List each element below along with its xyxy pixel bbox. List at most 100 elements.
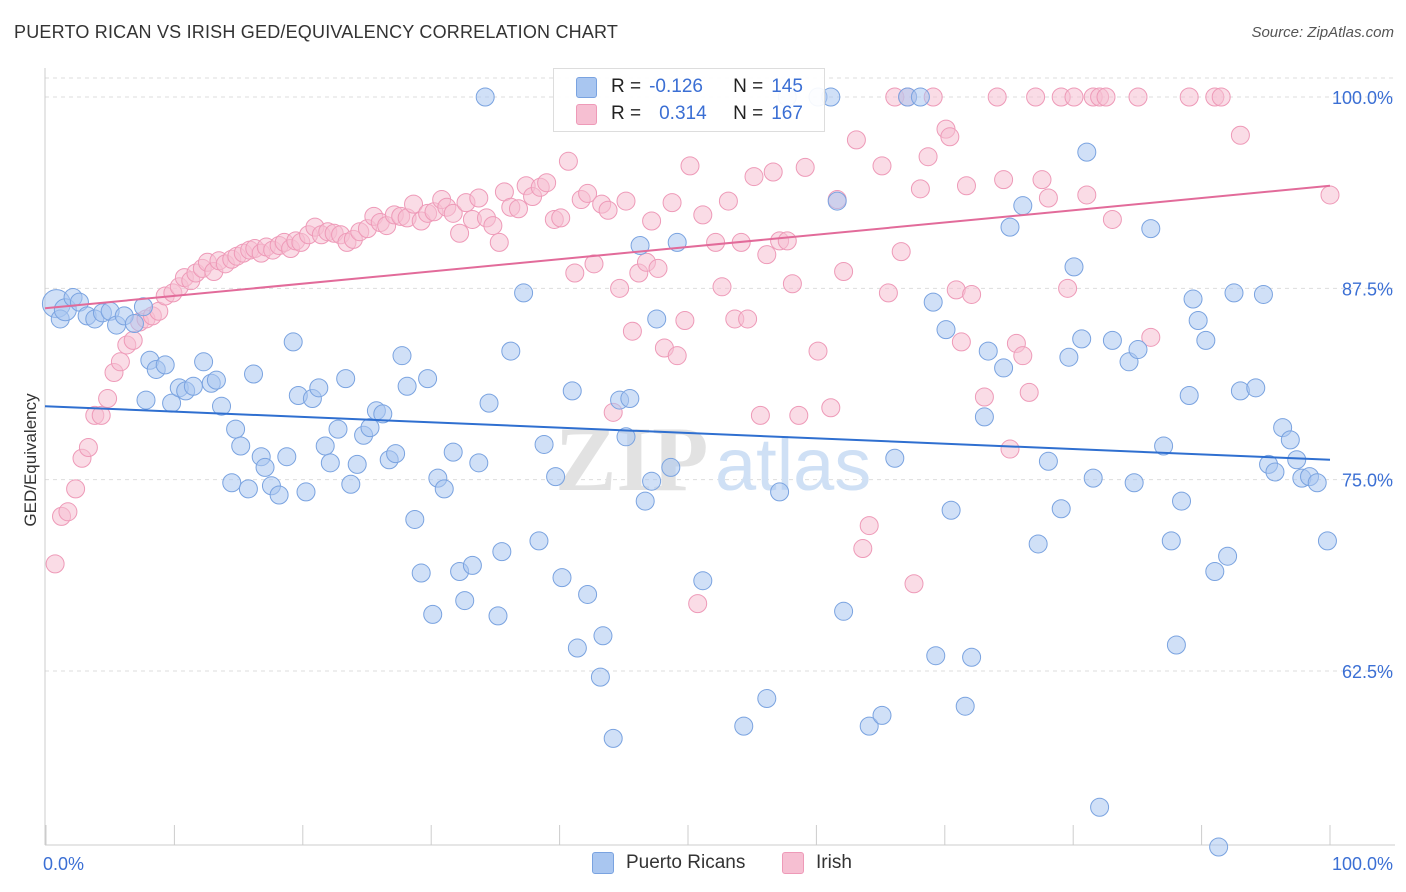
data-point — [1166, 635, 1186, 655]
data-point — [782, 274, 802, 294]
data-point — [411, 563, 431, 583]
data-point — [834, 261, 854, 281]
data-point — [1102, 330, 1122, 350]
data-point — [1230, 125, 1250, 145]
data-point — [712, 277, 732, 297]
data-point — [578, 584, 598, 604]
data-point — [222, 473, 242, 493]
data-point — [951, 332, 971, 352]
watermark: ZIP atlas — [555, 408, 871, 510]
data-point — [955, 696, 975, 716]
data-point — [1141, 327, 1161, 347]
data-point — [795, 157, 815, 177]
data-point — [1013, 346, 1033, 366]
data-point — [630, 235, 650, 255]
data-point — [91, 405, 111, 425]
data-point — [675, 310, 695, 330]
data-point — [777, 231, 797, 251]
y-tick-label: 75.0% — [1342, 471, 1393, 491]
data-point — [360, 418, 380, 438]
axis-labels: 62.5% 75.0% 87.5% 100.0% 0.0% 100.0% GED/Equiv… — [21, 88, 1393, 874]
data-point — [1253, 284, 1273, 304]
data-point — [341, 474, 361, 494]
legend-item-irish: Irish — [782, 852, 852, 874]
data-point — [1196, 330, 1216, 350]
series-puerto-ricans — [41, 87, 1337, 857]
data-point — [78, 438, 98, 458]
data-point — [648, 258, 668, 278]
data-point — [443, 203, 463, 223]
data-point — [1287, 450, 1307, 470]
data-point — [546, 467, 566, 487]
data-point — [770, 482, 790, 502]
data-point — [552, 568, 572, 588]
data-point — [514, 283, 534, 303]
data-point — [620, 389, 640, 409]
watermark-zip: ZIP — [555, 408, 708, 510]
data-point — [434, 479, 454, 499]
data-point — [610, 278, 630, 298]
data-point — [1218, 546, 1238, 566]
data-point — [706, 232, 726, 252]
y-tick-label: 100.0% — [1332, 88, 1393, 108]
data-point — [508, 199, 528, 219]
data-point — [750, 405, 770, 425]
data-point — [336, 369, 356, 389]
correlation-legend: R = -0.126 N = 145 R = 0.314 N = 167 — [553, 68, 825, 132]
data-point — [136, 390, 156, 410]
data-point — [1026, 87, 1046, 107]
data-point — [872, 156, 892, 176]
x-tick-label: 0.0% — [43, 854, 84, 874]
data-point — [904, 574, 924, 594]
data-point — [593, 626, 613, 646]
data-point — [1188, 310, 1208, 330]
legend-label-puerto-ricans: Puerto Ricans — [626, 852, 746, 873]
data-point — [910, 87, 930, 107]
legend-n-value: 167 — [771, 103, 803, 124]
data-point — [872, 705, 892, 725]
data-point — [974, 407, 994, 427]
data-point — [534, 434, 554, 454]
data-point — [98, 389, 118, 409]
data-point — [277, 447, 297, 467]
data-point — [386, 444, 406, 464]
data-point — [315, 436, 335, 456]
legend-swatch-pink — [782, 852, 804, 874]
legend-n-value: 145 — [771, 76, 803, 97]
data-point — [941, 500, 961, 520]
data-point — [688, 594, 708, 614]
legend-item-puerto-ricans: Puerto Ricans — [592, 852, 745, 874]
data-point — [255, 457, 275, 477]
data-point — [1090, 797, 1110, 817]
data-point — [757, 245, 777, 265]
data-point — [693, 571, 713, 591]
data-point — [1161, 531, 1181, 551]
data-point — [397, 376, 417, 396]
data-point — [283, 332, 303, 352]
data-point — [734, 716, 754, 736]
data-point — [603, 728, 623, 748]
data-point — [110, 352, 130, 372]
data-point — [662, 193, 682, 213]
y-tick-label: 87.5% — [1342, 279, 1393, 299]
data-point — [1128, 87, 1148, 107]
data-point — [1209, 837, 1229, 857]
data-point — [529, 531, 549, 551]
data-point — [492, 542, 512, 562]
data-point — [1051, 499, 1071, 519]
data-point — [1280, 430, 1300, 450]
data-point — [622, 321, 642, 341]
data-point — [133, 297, 153, 317]
data-point — [1032, 170, 1052, 190]
data-point — [956, 176, 976, 196]
data-point — [483, 216, 503, 236]
data-point — [584, 254, 604, 274]
data-point — [718, 191, 738, 211]
data-point — [667, 346, 687, 366]
data-point — [1058, 278, 1078, 298]
y-tick-label: 62.5% — [1342, 662, 1393, 682]
data-point — [124, 314, 144, 334]
data-point — [590, 667, 610, 687]
legend-row-irish: R = 0.314 N = 167 — [576, 102, 803, 126]
data-point — [1096, 87, 1116, 107]
